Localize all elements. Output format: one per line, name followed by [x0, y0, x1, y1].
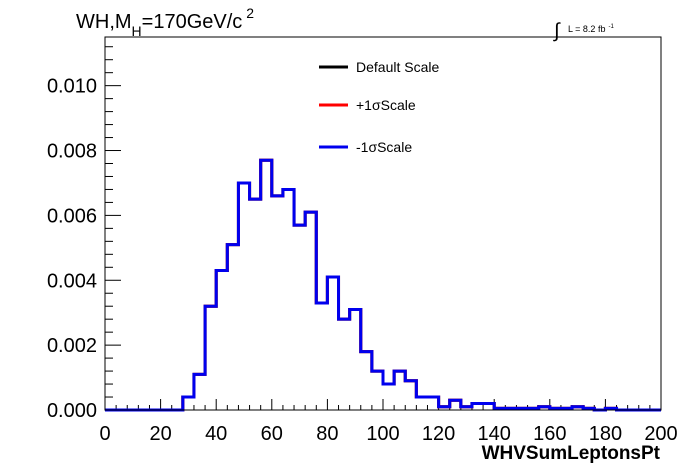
x-tick-label: 180	[589, 423, 622, 445]
title-rest: =170GeV/c	[142, 11, 243, 33]
title-superscript: 2	[246, 5, 254, 21]
legend-label-minus1sigma: -1σScale	[356, 139, 412, 155]
legend: Default Scale +1σScale -1σScale	[319, 59, 439, 155]
y-tick-label: 0.010	[47, 76, 97, 98]
x-tick-label: 120	[422, 423, 455, 445]
y-tick-label: 0.000	[47, 400, 97, 422]
x-tick-label: 140	[478, 423, 511, 445]
y-tick-label: 0.006	[47, 205, 97, 227]
svg-text:WH,MH=170GeV/c2: WH,MH=170GeV/c 2	[76, 5, 254, 39]
x-tick-label: 40	[205, 423, 227, 445]
tick-labels-layer: 0 20 40 60 80 100 120 140 160 180 200 0.000 0.002 0.0…	[47, 76, 678, 445]
x-axis-title: WHVSumLeptonsPt	[482, 443, 661, 464]
luminosity-label: L = 8.2 fb	[568, 24, 605, 34]
x-tick-label: 0	[99, 423, 110, 445]
integral-symbol: ∫	[553, 20, 561, 42]
x-tick-label: 20	[149, 423, 171, 445]
x-tick-label: 160	[533, 423, 566, 445]
y-tick-label: 0.004	[47, 270, 97, 292]
series-line-2	[105, 158, 661, 412]
x-tick-label: 80	[316, 423, 338, 445]
series-layer	[105, 158, 661, 412]
legend-label-default: Default Scale	[356, 59, 439, 75]
luminosity-superscript: -1	[608, 24, 614, 30]
plot-frame	[104, 36, 662, 411]
x-tick-label: 60	[261, 423, 283, 445]
y-tick-label: 0.008	[47, 141, 97, 163]
legend-label-plus1sigma: +1σScale	[356, 97, 416, 113]
x-tick-label: 200	[644, 423, 677, 445]
x-tick-label: 100	[366, 423, 399, 445]
y-tick-label: 0.002	[47, 335, 97, 357]
title-subscript: H	[132, 23, 142, 39]
svg-text:L = 8.2 fb-1: L = 8.2 fb -1	[568, 24, 614, 34]
title-main: WH,M	[76, 11, 132, 33]
